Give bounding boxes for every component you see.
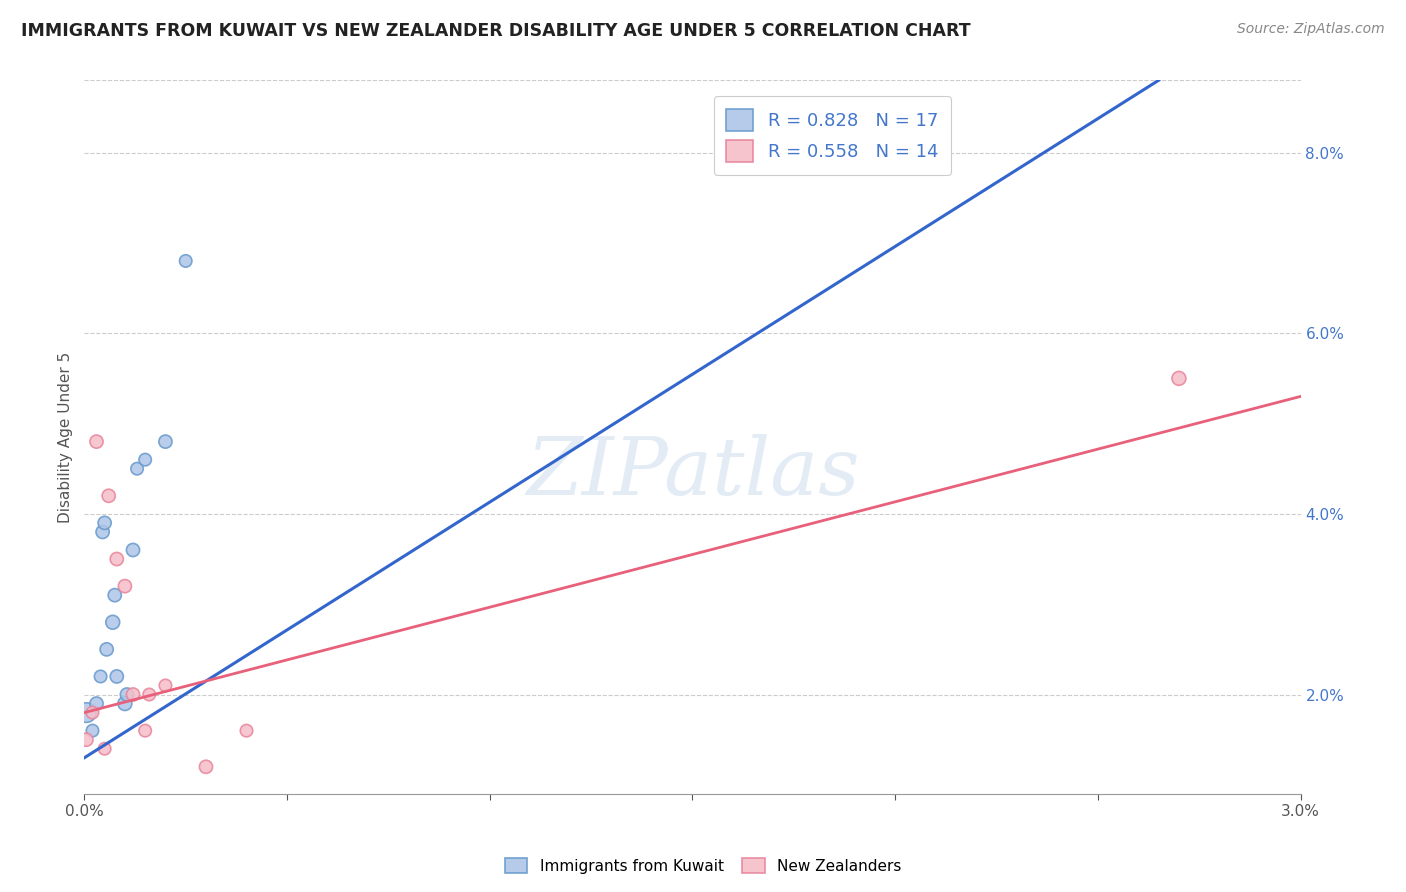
Point	[96, 642, 118, 657]
Point	[114, 697, 136, 711]
Point	[91, 524, 114, 539]
Point	[86, 434, 108, 449]
Point	[115, 688, 138, 702]
Point	[138, 688, 160, 702]
Point	[122, 688, 145, 702]
Point	[105, 669, 128, 683]
Point	[122, 543, 145, 558]
Point	[93, 516, 115, 530]
Point	[90, 669, 112, 683]
Legend: R = 0.828   N = 17, R = 0.558   N = 14: R = 0.828 N = 17, R = 0.558 N = 14	[714, 96, 950, 175]
Point	[82, 723, 104, 738]
Point	[155, 434, 177, 449]
Point	[105, 552, 128, 566]
Point	[134, 452, 156, 467]
Point	[174, 254, 197, 268]
Text: Source: ZipAtlas.com: Source: ZipAtlas.com	[1237, 22, 1385, 37]
Point	[82, 706, 104, 720]
Text: IMMIGRANTS FROM KUWAIT VS NEW ZEALANDER DISABILITY AGE UNDER 5 CORRELATION CHART: IMMIGRANTS FROM KUWAIT VS NEW ZEALANDER …	[21, 22, 970, 40]
Point	[1167, 371, 1189, 385]
Point	[93, 741, 115, 756]
Point	[125, 461, 148, 475]
Point	[114, 579, 136, 593]
Point	[155, 678, 177, 692]
Point	[104, 588, 127, 602]
Point	[75, 706, 97, 720]
Point	[75, 732, 97, 747]
Text: ZIPatlas: ZIPatlas	[526, 434, 859, 511]
Point	[235, 723, 257, 738]
Point	[97, 489, 120, 503]
Point	[101, 615, 124, 630]
Legend: Immigrants from Kuwait, New Zealanders: Immigrants from Kuwait, New Zealanders	[498, 852, 908, 880]
Point	[86, 697, 108, 711]
Point	[195, 760, 218, 774]
Y-axis label: Disability Age Under 5: Disability Age Under 5	[58, 351, 73, 523]
Point	[134, 723, 156, 738]
